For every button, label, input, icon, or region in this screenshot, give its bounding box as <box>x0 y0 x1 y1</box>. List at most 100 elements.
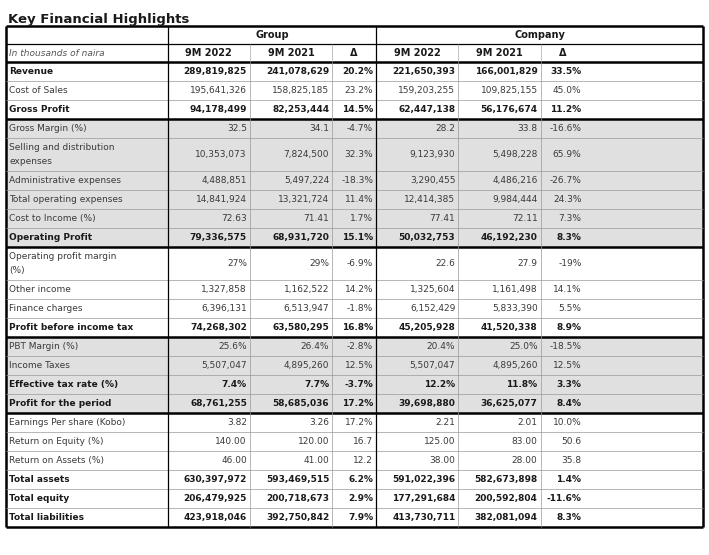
Text: 22.6: 22.6 <box>435 259 455 268</box>
Text: 68,761,255: 68,761,255 <box>190 399 247 408</box>
Text: 17.2%: 17.2% <box>345 418 373 427</box>
Text: Operating profit margin: Operating profit margin <box>9 252 116 261</box>
Text: -19%: -19% <box>558 259 581 268</box>
Text: Other income: Other income <box>9 285 71 294</box>
Text: 630,397,972: 630,397,972 <box>184 475 247 484</box>
Text: -1.8%: -1.8% <box>347 304 373 313</box>
Text: 382,081,094: 382,081,094 <box>474 513 537 522</box>
Text: -18.5%: -18.5% <box>549 342 581 351</box>
Text: 200,718,673: 200,718,673 <box>266 494 329 503</box>
Bar <box>6 299 703 318</box>
Bar <box>6 171 703 190</box>
Text: Effective tax rate (%): Effective tax rate (%) <box>9 380 118 389</box>
Text: 45,205,928: 45,205,928 <box>398 323 455 332</box>
Text: 14.1%: 14.1% <box>553 285 581 294</box>
Text: 5,833,390: 5,833,390 <box>492 304 537 313</box>
Text: Total liabilities: Total liabilities <box>9 513 84 522</box>
Text: 46,192,230: 46,192,230 <box>481 233 537 242</box>
Text: 166,001,829: 166,001,829 <box>475 67 537 76</box>
Text: 56,176,674: 56,176,674 <box>481 105 537 114</box>
Text: 1.7%: 1.7% <box>350 214 373 223</box>
Text: Return on Assets (%): Return on Assets (%) <box>9 456 104 465</box>
Text: 41.00: 41.00 <box>303 456 329 465</box>
Text: 206,479,925: 206,479,925 <box>184 494 247 503</box>
Bar <box>6 508 703 527</box>
Text: 9M 2021: 9M 2021 <box>268 48 315 58</box>
Text: 582,673,898: 582,673,898 <box>474 475 537 484</box>
Text: 6,152,429: 6,152,429 <box>410 304 455 313</box>
Text: 3.26: 3.26 <box>309 418 329 427</box>
Text: 5,498,228: 5,498,228 <box>492 150 537 159</box>
Text: 1,327,858: 1,327,858 <box>201 285 247 294</box>
Text: 45.0%: 45.0% <box>553 86 581 95</box>
Text: Cost to Income (%): Cost to Income (%) <box>9 214 96 223</box>
Text: 50.6: 50.6 <box>562 437 581 446</box>
Text: Company: Company <box>514 30 565 40</box>
Text: 17.2%: 17.2% <box>342 399 373 408</box>
Text: 68,931,720: 68,931,720 <box>272 233 329 242</box>
Text: 10,353,073: 10,353,073 <box>196 150 247 159</box>
Text: 2.01: 2.01 <box>518 418 537 427</box>
Text: 9,123,930: 9,123,930 <box>410 150 455 159</box>
Text: 27.9: 27.9 <box>518 259 537 268</box>
Text: 1,325,604: 1,325,604 <box>410 285 455 294</box>
Text: 241,078,629: 241,078,629 <box>266 67 329 76</box>
Text: 72.63: 72.63 <box>221 214 247 223</box>
Text: 9M 2022: 9M 2022 <box>186 48 233 58</box>
Text: -18.3%: -18.3% <box>341 176 373 185</box>
Text: 12.5%: 12.5% <box>553 361 581 370</box>
Text: 195,641,326: 195,641,326 <box>190 86 247 95</box>
Text: 7.9%: 7.9% <box>348 513 373 522</box>
Text: 36,625,077: 36,625,077 <box>481 399 537 408</box>
Bar <box>6 119 703 138</box>
Bar <box>6 209 703 228</box>
Text: 9M 2021: 9M 2021 <box>476 48 523 58</box>
Text: 7.3%: 7.3% <box>559 214 581 223</box>
Text: -26.7%: -26.7% <box>549 176 581 185</box>
Bar <box>6 432 703 451</box>
Text: 5,507,047: 5,507,047 <box>201 361 247 370</box>
Text: 159,203,255: 159,203,255 <box>398 86 455 95</box>
Text: 593,469,515: 593,469,515 <box>266 475 329 484</box>
Text: Operating Profit: Operating Profit <box>9 233 92 242</box>
Text: 9,984,444: 9,984,444 <box>492 195 537 204</box>
Text: 33.5%: 33.5% <box>550 67 581 76</box>
Bar <box>6 413 703 432</box>
Text: 7,824,500: 7,824,500 <box>284 150 329 159</box>
Text: 10.0%: 10.0% <box>553 418 581 427</box>
Text: -6.9%: -6.9% <box>347 259 373 268</box>
Text: 4,895,260: 4,895,260 <box>284 361 329 370</box>
Text: Profit before income tax: Profit before income tax <box>9 323 133 332</box>
Bar <box>6 228 703 247</box>
Text: 32.5: 32.5 <box>227 124 247 133</box>
Text: 158,825,185: 158,825,185 <box>272 86 329 95</box>
Text: Finance charges: Finance charges <box>9 304 82 313</box>
Text: 4,486,216: 4,486,216 <box>492 176 537 185</box>
Text: 392,750,842: 392,750,842 <box>266 513 329 522</box>
Text: 5,507,047: 5,507,047 <box>410 361 455 370</box>
Text: 16.8%: 16.8% <box>342 323 373 332</box>
Text: 38.00: 38.00 <box>430 456 455 465</box>
Text: 28.2: 28.2 <box>435 124 455 133</box>
Text: 1.4%: 1.4% <box>557 475 581 484</box>
Text: 77.41: 77.41 <box>430 214 455 223</box>
Text: 11.2%: 11.2% <box>550 105 581 114</box>
Text: Δ: Δ <box>350 48 358 58</box>
Text: 289,819,825: 289,819,825 <box>184 67 247 76</box>
Text: 32.3%: 32.3% <box>345 150 373 159</box>
Text: 9M 2022: 9M 2022 <box>394 48 440 58</box>
Text: 16.7: 16.7 <box>353 437 373 446</box>
Text: PBT Margin (%): PBT Margin (%) <box>9 342 78 351</box>
Text: Gross Margin (%): Gross Margin (%) <box>9 124 86 133</box>
Text: 72.11: 72.11 <box>512 214 537 223</box>
Bar <box>6 138 703 171</box>
Text: 20.4%: 20.4% <box>427 342 455 351</box>
Text: 46.00: 46.00 <box>221 456 247 465</box>
Text: 35.8: 35.8 <box>562 456 581 465</box>
Text: 20.2%: 20.2% <box>342 67 373 76</box>
Text: 14.2%: 14.2% <box>345 285 373 294</box>
Text: 14,841,924: 14,841,924 <box>196 195 247 204</box>
Text: Income Taxes: Income Taxes <box>9 361 70 370</box>
Text: 200,592,804: 200,592,804 <box>475 494 537 503</box>
Text: 33.8: 33.8 <box>518 124 537 133</box>
